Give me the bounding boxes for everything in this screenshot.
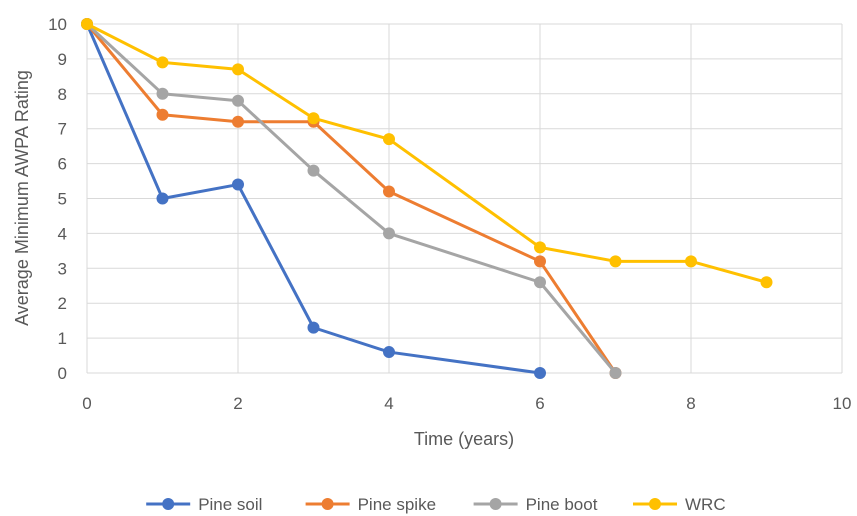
legend-swatch-marker xyxy=(489,498,502,510)
data-point-wrc xyxy=(609,255,622,268)
series-line-pine-soil xyxy=(85,23,541,375)
legend-item: Pine spike xyxy=(305,495,436,514)
x-tick-label: 6 xyxy=(535,394,544,413)
x-tick-labels: 0 2 4 6 8 10 xyxy=(82,394,851,413)
data-point-pine-spike xyxy=(383,185,395,198)
data-point-wrc xyxy=(232,63,244,76)
legend-item: WRC xyxy=(633,495,726,514)
x-tick-label: 0 xyxy=(82,394,91,413)
y-tick-label: 10 xyxy=(48,15,67,34)
x-tick-label: 4 xyxy=(384,394,393,413)
y-tick-label: 0 xyxy=(58,364,67,383)
series-lines xyxy=(81,18,773,379)
data-point-pine-soil xyxy=(232,178,244,191)
data-point-pine-spike xyxy=(156,108,169,121)
data-point-wrc xyxy=(685,255,697,268)
y-tick-label: 6 xyxy=(58,155,67,174)
series-pine-boot xyxy=(81,18,622,379)
x-tick-label: 10 xyxy=(833,394,852,413)
legend-label: WRC xyxy=(685,495,726,514)
x-tick-label: 2 xyxy=(233,394,242,413)
data-point-pine-spike xyxy=(232,115,244,128)
legend-label: Pine boot xyxy=(526,495,598,514)
y-tick-label: 4 xyxy=(58,224,67,243)
data-point-pine-soil xyxy=(156,192,169,205)
y-axis-title: Average Minimum AWPA Rating xyxy=(12,70,32,326)
data-point-pine-soil xyxy=(534,367,546,379)
data-point-pine-boot xyxy=(383,227,395,240)
data-point-wrc xyxy=(81,18,93,30)
data-point-wrc xyxy=(760,276,773,289)
data-point-wrc xyxy=(534,241,546,254)
data-point-pine-soil xyxy=(383,346,395,359)
legend-item: Pine soil xyxy=(146,495,262,514)
data-point-pine-boot xyxy=(232,94,244,107)
y-tick-label: 1 xyxy=(58,329,67,348)
legend-swatch-marker xyxy=(649,498,661,510)
y-tick-label: 9 xyxy=(58,50,67,69)
legend-label: Pine soil xyxy=(198,495,262,514)
x-axis-title: Time (years) xyxy=(414,429,514,449)
data-point-pine-soil xyxy=(307,321,320,334)
x-tick-label: 8 xyxy=(686,394,695,413)
legend-swatch-marker xyxy=(162,498,175,510)
y-tick-label: 2 xyxy=(58,294,67,313)
y-tick-label: 8 xyxy=(58,85,67,104)
y-tick-labels: 0 1 2 3 4 5 6 7 8 9 10 xyxy=(48,15,67,383)
series-line-wrc xyxy=(86,22,767,284)
legend: Pine soil Pine spike Pine boot WRC xyxy=(146,495,726,514)
data-point-pine-boot xyxy=(156,87,169,100)
legend-label: Pine spike xyxy=(358,495,436,514)
y-tick-label: 3 xyxy=(58,259,67,278)
data-point-pine-boot xyxy=(307,164,320,177)
data-point-pine-spike xyxy=(534,255,546,268)
grid-lines xyxy=(86,23,843,374)
y-tick-label: 5 xyxy=(58,190,67,209)
series-wrc xyxy=(81,18,773,289)
data-point-pine-boot xyxy=(609,367,622,379)
data-point-pine-boot xyxy=(534,276,546,289)
data-point-wrc xyxy=(307,112,320,125)
legend-item: Pine boot xyxy=(473,495,598,514)
legend-swatch-marker xyxy=(321,498,334,510)
y-tick-label: 7 xyxy=(58,120,67,139)
data-point-wrc xyxy=(383,133,395,146)
data-point-wrc xyxy=(156,56,169,69)
